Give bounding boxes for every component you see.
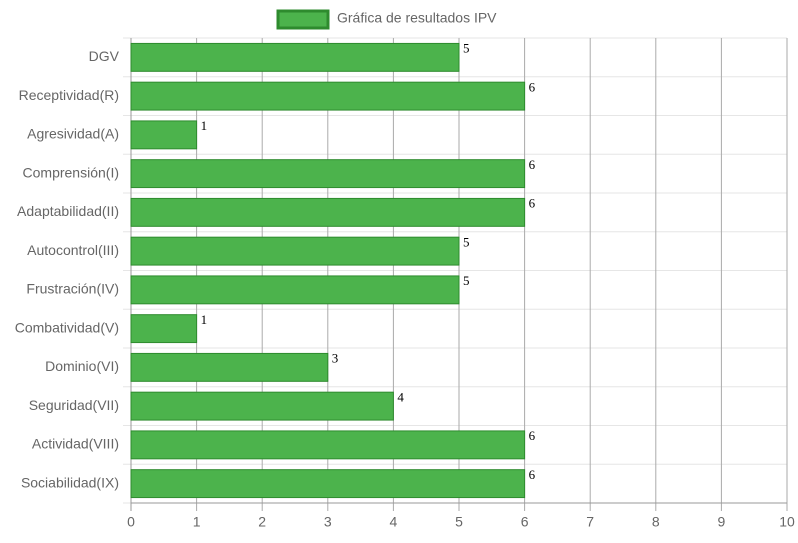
bar [130, 352, 329, 382]
legend-swatch [276, 9, 330, 30]
x-tick-label: 8 [652, 514, 660, 530]
y-tick-label: Adaptabilidad(II) [17, 203, 119, 219]
x-tick-label: 7 [586, 514, 594, 530]
value-label: 6 [529, 79, 536, 94]
value-label: 5 [463, 41, 470, 56]
value-label: 6 [529, 467, 536, 482]
x-tick-label: 5 [455, 514, 463, 530]
value-label: 3 [332, 351, 339, 366]
y-tick-label: Sociabilidad(IX) [21, 474, 119, 490]
value-label: 6 [529, 157, 536, 172]
y-tick-label: Agresividad(A) [27, 126, 119, 142]
bar [130, 81, 526, 111]
value-label: 5 [463, 273, 470, 288]
x-tick-label: 10 [779, 514, 795, 530]
y-tick-label: Seguridad(VII) [29, 397, 119, 413]
x-tick-label: 4 [390, 514, 398, 530]
y-tick-label: Actividad(VIII) [32, 436, 119, 452]
y-tick-label: Comprensión(I) [23, 164, 119, 180]
y-tick-label: DGV [89, 48, 120, 64]
x-tick-label: 2 [258, 514, 266, 530]
y-tick-label: Dominio(VI) [45, 358, 119, 374]
bar [130, 391, 394, 421]
x-tick-label: 6 [521, 514, 529, 530]
value-label: 4 [397, 389, 404, 404]
value-label: 6 [529, 428, 536, 443]
bar [130, 42, 460, 72]
y-tick-label: Receptividad(R) [19, 87, 119, 103]
bar [130, 469, 526, 499]
x-tick-label: 1 [193, 514, 201, 530]
value-label: 1 [201, 118, 208, 133]
x-tick-label: 9 [718, 514, 726, 530]
bar [130, 120, 198, 150]
value-label: 1 [201, 312, 208, 327]
legend-label: Gráfica de resultados IPV [337, 10, 497, 26]
x-tick-label: 0 [127, 514, 135, 530]
bar [130, 430, 526, 460]
bar [130, 159, 526, 189]
value-label: 6 [529, 196, 536, 211]
value-label: 5 [463, 234, 470, 249]
bar [130, 236, 460, 266]
y-tick-label: Autocontrol(III) [27, 242, 119, 258]
y-tick-label: Combatividad(V) [15, 319, 119, 335]
bar [130, 275, 460, 305]
bar [130, 197, 526, 227]
bar [130, 314, 198, 344]
y-tick-label: Frustración(IV) [26, 281, 119, 297]
x-tick-label: 3 [324, 514, 332, 530]
